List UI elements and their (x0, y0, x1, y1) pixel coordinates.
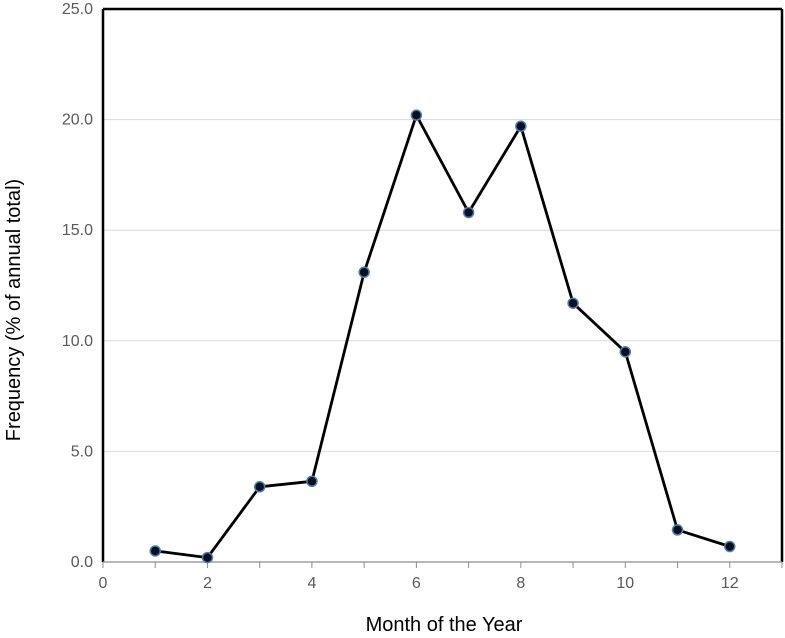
y-tick-label-4: 20.0 (62, 112, 93, 129)
x-tick-label-6: 12 (721, 575, 739, 592)
data-point-month-12 (724, 540, 736, 553)
data-point-month-7 (462, 206, 475, 219)
x-tick-label-3: 6 (412, 575, 421, 592)
x-tick-label-4: 8 (516, 575, 525, 592)
data-point-month-2 (201, 551, 214, 564)
x-tick-label-5: 10 (616, 575, 634, 592)
data-point-month-10 (619, 346, 632, 358)
y-tick-label-3: 15.0 (62, 222, 93, 239)
y-axis-title: Frequency (% of annual total) (3, 179, 25, 441)
x-tick-label-2: 4 (307, 575, 316, 592)
tick-labels: 0 2 4 6 8 10 12 0.0 5.0 10.0 15.0 20.0 25.0 (62, 1, 739, 592)
series-lines (155, 113, 731, 559)
data-point-month-9 (567, 297, 579, 309)
axes (101, 7, 784, 568)
x-tick-label-0: 0 (99, 575, 108, 592)
y-tick-label-0: 0.0 (71, 554, 93, 571)
data-point-month-11 (671, 524, 684, 536)
y-tick-label-5: 25.0 (62, 1, 93, 18)
x-axis-title: Month of the Year (366, 614, 523, 636)
x-tick-label-1: 2 (203, 575, 212, 592)
data-points (149, 109, 736, 564)
series-line-0 (155, 113, 731, 559)
y-tick-label-2: 10.0 (62, 333, 93, 350)
data-point-month-5 (358, 266, 370, 278)
data-point-month-4 (306, 475, 318, 488)
y-tick-label-1: 5.0 (71, 443, 93, 460)
gridlines (103, 119, 782, 452)
data-point-month-8 (515, 120, 527, 132)
data-point-month-3 (253, 481, 266, 493)
data-point-month-1 (149, 545, 161, 557)
data-point-month-6 (410, 109, 423, 121)
